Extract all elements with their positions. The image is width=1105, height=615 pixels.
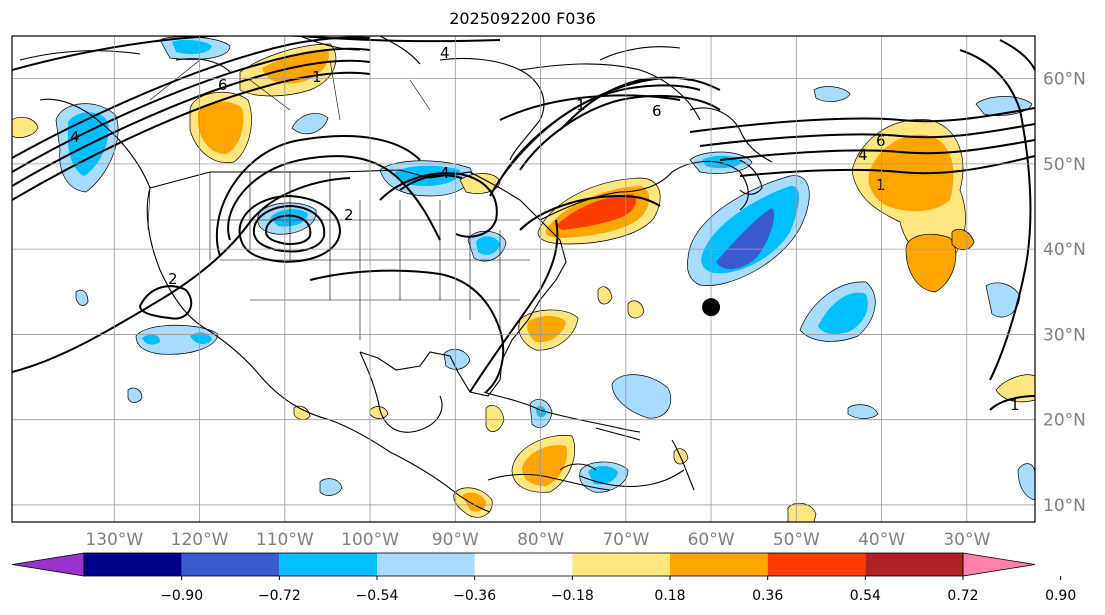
colorbar-tick-label: 0.90	[1045, 588, 1076, 604]
colorbar-segment	[767, 553, 866, 576]
colorbar-frame	[83, 552, 964, 577]
svg-text:1: 1	[576, 96, 586, 114]
longitude-label: 100°W	[341, 530, 399, 550]
longitude-label: 40°W	[858, 530, 905, 550]
colorbar-segment	[84, 553, 182, 576]
colorbar-segment	[865, 553, 963, 576]
svg-text:4: 4	[440, 44, 450, 62]
longitude-label: 90°W	[432, 530, 479, 550]
longitude-label: 110°W	[256, 530, 314, 550]
svg-text:4: 4	[440, 164, 450, 182]
longitude-label: 120°W	[171, 530, 229, 550]
svg-text:4: 4	[70, 128, 80, 146]
longitude-label: 130°W	[85, 530, 143, 550]
colorbar-tick-label: −0.54	[356, 588, 399, 604]
svg-text:2: 2	[344, 206, 354, 224]
latitude-label: 60°N	[1043, 70, 1086, 90]
latitude-label: 40°N	[1043, 240, 1086, 260]
longitude-labels: 130°W 120°W 110°W 100°W 90°W 80°W 70°W 60°W 50°W…	[85, 530, 990, 550]
svg-text:6: 6	[876, 132, 886, 150]
colorbar-segment	[474, 553, 573, 576]
map-frame	[11, 35, 1036, 523]
colorbar-tick-label: 0.72	[947, 588, 978, 604]
longitude-label: 70°W	[602, 530, 649, 550]
longitude-label: 30°W	[943, 530, 990, 550]
svg-text:6: 6	[652, 102, 662, 120]
contour-labels: 6 1 4 4 1 6 2 2 4 6 4 1 1	[70, 44, 1020, 414]
map-title: 2025092200 F036	[449, 9, 596, 28]
latitude-label: 20°N	[1043, 411, 1086, 431]
graticule	[12, 36, 1035, 522]
colorbar-tick-label: 0.54	[850, 588, 881, 604]
colorbar-segment	[279, 553, 377, 576]
svg-text:1: 1	[876, 176, 886, 194]
colorbar-extend-high	[962, 552, 1036, 577]
longitude-label: 60°W	[688, 530, 735, 550]
colorbar-segment	[572, 553, 670, 576]
svg-text:4: 4	[858, 146, 868, 164]
colorbar-segment	[377, 553, 475, 576]
colorbar-tick-label: 0.18	[654, 588, 685, 604]
colorbar-tick-label: −0.18	[551, 588, 594, 604]
longitude-label: 50°W	[773, 530, 820, 550]
svg-text:1: 1	[312, 68, 322, 86]
colorbar-segment	[181, 553, 280, 576]
colorbar-segment	[670, 553, 768, 576]
colorbar-tick-label: −0.72	[258, 588, 301, 604]
svg-text:2: 2	[168, 270, 178, 288]
latitude-label: 50°N	[1043, 155, 1086, 175]
colorbar-extend-low	[11, 552, 85, 577]
svg-text:6: 6	[218, 76, 228, 94]
colorbar-tick-label: −0.36	[453, 588, 496, 604]
colorbar-tick-label: −0.90	[160, 588, 203, 604]
latitude-label: 30°N	[1043, 325, 1086, 345]
colorbar-tick-label: 0.36	[752, 588, 783, 604]
longitude-label: 80°W	[517, 530, 564, 550]
latitude-labels: 60°N 50°N 40°N 30°N 20°N 10°N	[1043, 70, 1086, 516]
svg-text:1: 1	[1010, 396, 1020, 414]
latitude-label: 10°N	[1043, 496, 1086, 516]
colorbar: −0.90 −0.72 −0.54 −0.36 −0.18 0.18 0.36 0.54 0.7…	[11, 552, 1076, 604]
location-marker	[702, 298, 721, 317]
